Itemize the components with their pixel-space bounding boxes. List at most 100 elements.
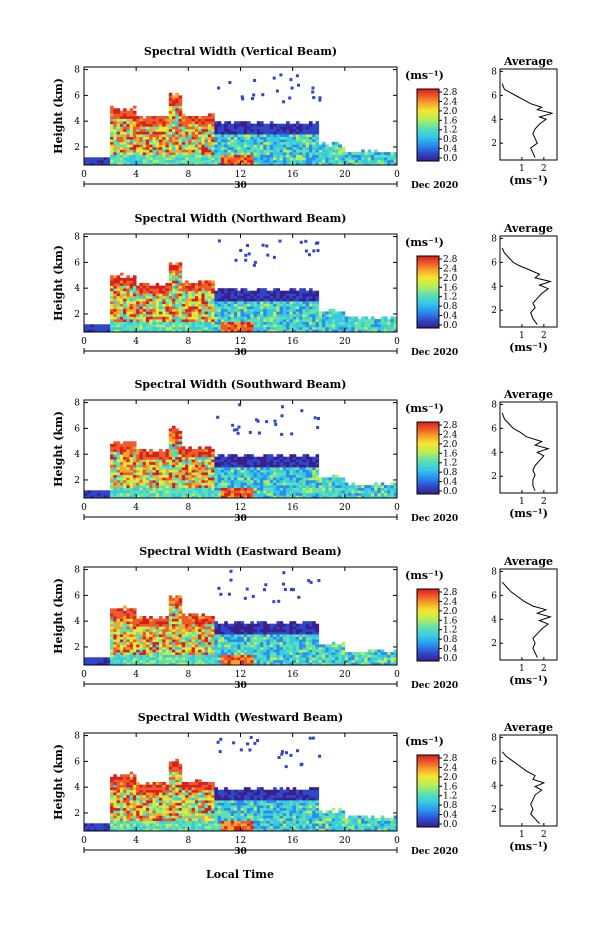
heatmap-cell [260, 487, 264, 491]
heatmap-cell [204, 311, 209, 315]
heatmap-cell [181, 144, 186, 148]
heatmap-cell [224, 487, 228, 491]
heatmap-cell [230, 492, 235, 496]
heatmap-cell [260, 464, 264, 468]
heatmap-cell [217, 454, 222, 458]
heatmap-cell [227, 152, 232, 155]
heatmap-cell [253, 321, 258, 325]
heatmap-cell [256, 159, 261, 163]
heatmap-cell [126, 628, 130, 632]
heatmap-cell [185, 662, 189, 666]
heatmap-cell [139, 283, 143, 286]
heatmap-cell [136, 149, 140, 153]
heatmap-cell [377, 487, 381, 491]
heatmap-cell [175, 277, 179, 281]
heatmap-cell [175, 118, 179, 122]
heatmap-cell [214, 301, 218, 304]
heatmap-cell [364, 159, 368, 163]
heatmap-cell [260, 316, 264, 320]
heatmap-cell [132, 479, 137, 483]
heatmap-cell [380, 482, 385, 486]
heatmap-cell [116, 649, 121, 653]
heatmap-cell [162, 146, 166, 150]
heatmap-cell [217, 141, 222, 145]
heatmap-cell [276, 479, 280, 483]
heatmap-cell [266, 461, 271, 465]
heatmap-cell [172, 616, 176, 619]
heatmap-cell [370, 152, 375, 155]
heatmap-cell [178, 628, 183, 632]
heatmap-cell [198, 446, 202, 450]
heatmap-cell [162, 461, 166, 465]
heatmap-cell [116, 490, 121, 494]
heatmap-cell [263, 472, 267, 476]
heatmap-cell [315, 126, 320, 130]
heatmap-cell [312, 329, 316, 333]
heatmap-cell [240, 157, 245, 161]
heatmap-cell [315, 308, 320, 312]
heatmap-cell [194, 131, 199, 135]
heatmap-cell [341, 311, 346, 315]
x-tick-label: 20 [339, 170, 351, 180]
heatmap-cell [322, 487, 326, 491]
heatmap-cell [282, 313, 287, 317]
heatmap-cell [295, 469, 300, 473]
heatmap-cell [90, 157, 95, 161]
heatmap-cell [230, 482, 235, 486]
heatmap-cell [194, 487, 199, 491]
heatmap-cell [292, 487, 297, 491]
heatmap-cell [211, 128, 215, 132]
heatmap-cell [354, 485, 359, 488]
heatmap-cell [273, 136, 277, 140]
heatmap-cell [181, 121, 186, 125]
heatmap-cell [299, 152, 303, 155]
heatmap-cell [149, 616, 153, 619]
heatmap-cell [181, 634, 186, 637]
heatmap-cell [194, 644, 199, 648]
heatmap-cell [256, 121, 261, 125]
heatmap-cell [341, 490, 346, 494]
heatmap-cell [370, 487, 375, 491]
heatmap-cell [295, 126, 300, 130]
heatmap-cell [181, 329, 186, 333]
heatmap-cell [178, 441, 183, 445]
heatmap-cell [172, 646, 176, 650]
heatmap-cell [123, 636, 127, 640]
heatmap-cell [214, 149, 218, 153]
heatmap-cell [168, 134, 173, 137]
heatmap-cell [390, 157, 395, 161]
heatmap-cell [172, 469, 176, 473]
average-frame [499, 68, 558, 161]
heatmap-cell [234, 472, 238, 476]
heatmap-cell [266, 319, 271, 322]
heatmap-cell [129, 636, 134, 640]
heatmap-cell [123, 313, 127, 317]
heatmap-cell [302, 308, 306, 312]
heatmap-cell [113, 490, 117, 494]
heatmap-cell [175, 641, 179, 645]
heatmap-cell [136, 321, 140, 325]
heatmap-cell [338, 329, 342, 333]
heatmap-cell [185, 487, 189, 491]
heatmap-cell [123, 467, 127, 470]
heatmap-cell [260, 303, 264, 307]
heatmap-cell [282, 492, 287, 496]
heatmap-cell [136, 139, 140, 143]
heatmap-cell [204, 283, 209, 286]
heatmap-cell [185, 649, 189, 653]
heatmap-cell [207, 126, 212, 130]
heatmap-cell [312, 459, 316, 463]
heatmap-cell [250, 152, 254, 155]
heatmap-cell [299, 472, 303, 476]
heatmap-cell [116, 118, 121, 122]
heatmap-cell [152, 144, 157, 148]
heatmap-cell [155, 474, 160, 478]
heatmap-cell [247, 162, 251, 166]
heatmap-cell [211, 290, 215, 294]
colorbar-tick-label: 2.4 [443, 97, 458, 107]
heatmap-cell [194, 456, 199, 460]
heatmap-cell [211, 306, 215, 310]
heatmap-cell [191, 128, 196, 132]
heatmap-cell [159, 146, 163, 150]
heatmap-cell [155, 657, 160, 661]
